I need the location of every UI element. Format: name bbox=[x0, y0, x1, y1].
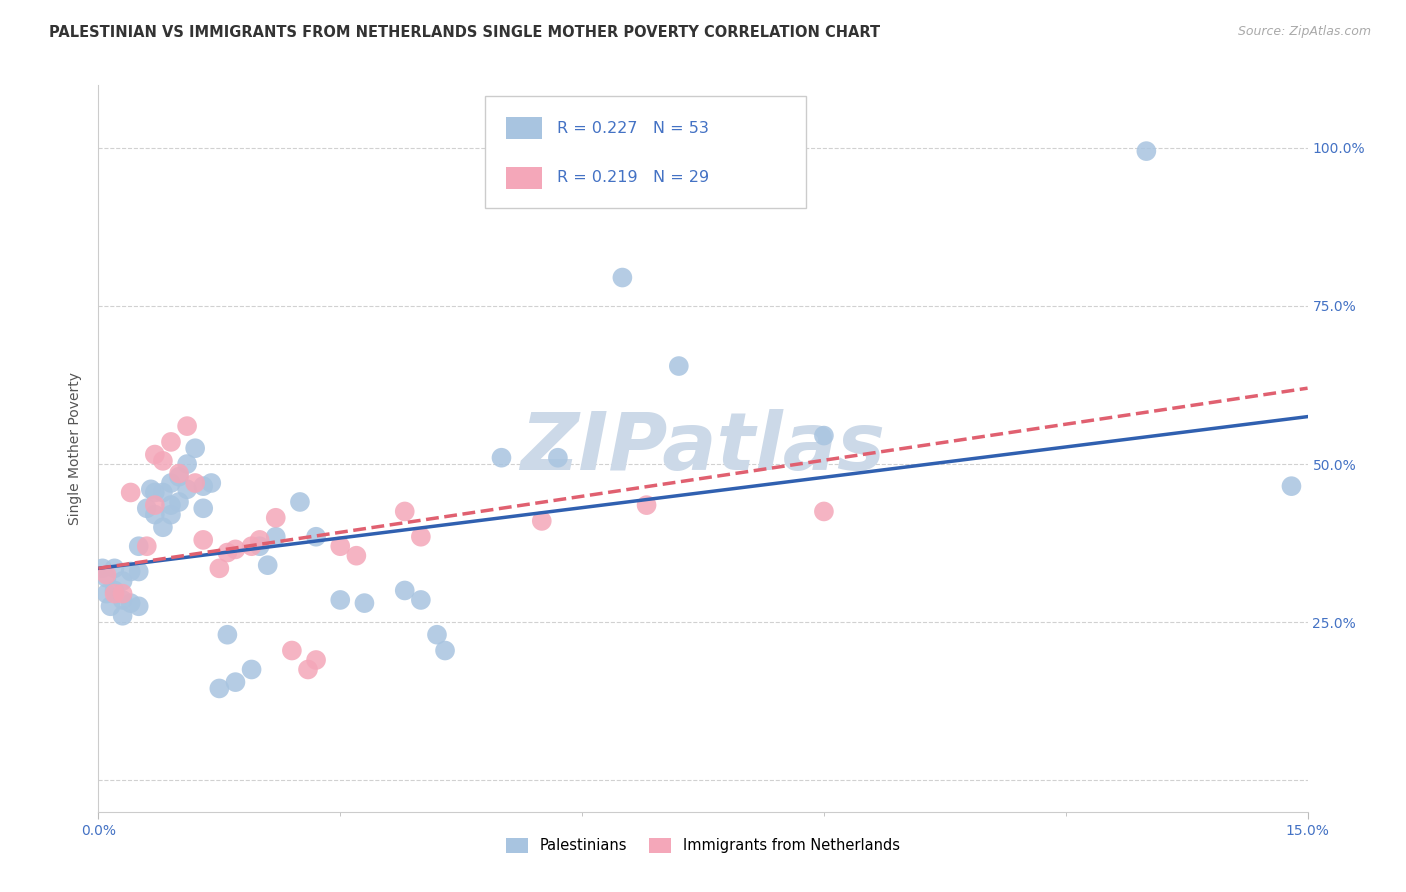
Point bbox=[547, 450, 569, 465]
Point bbox=[167, 467, 190, 481]
FancyBboxPatch shape bbox=[485, 95, 806, 209]
Point bbox=[240, 663, 263, 677]
Point bbox=[152, 520, 174, 534]
Point bbox=[139, 483, 162, 497]
Point bbox=[143, 448, 166, 462]
Point bbox=[152, 454, 174, 468]
Point bbox=[813, 504, 835, 518]
Y-axis label: Single Mother Poverty: Single Mother Poverty bbox=[69, 372, 83, 524]
Point bbox=[394, 504, 416, 518]
Point bbox=[344, 549, 367, 563]
Point bbox=[91, 561, 114, 575]
Point bbox=[160, 498, 183, 512]
Point bbox=[143, 508, 166, 522]
Point bbox=[217, 545, 239, 559]
Point bbox=[249, 533, 271, 547]
Point bbox=[329, 539, 352, 553]
Point bbox=[256, 558, 278, 573]
Point bbox=[135, 501, 157, 516]
Point bbox=[96, 567, 118, 582]
Point bbox=[193, 501, 215, 516]
Point bbox=[281, 643, 304, 657]
Point bbox=[491, 450, 513, 465]
Legend: Palestinians, Immigrants from Netherlands: Palestinians, Immigrants from Netherland… bbox=[501, 832, 905, 859]
Point bbox=[120, 565, 142, 579]
Point bbox=[143, 498, 166, 512]
Point bbox=[152, 485, 174, 500]
Point bbox=[176, 419, 198, 434]
Point bbox=[143, 485, 166, 500]
Point bbox=[111, 574, 134, 588]
Point bbox=[200, 475, 222, 490]
Point bbox=[111, 587, 134, 601]
Point bbox=[612, 270, 634, 285]
Point bbox=[135, 539, 157, 553]
Point bbox=[530, 514, 553, 528]
Point bbox=[128, 599, 150, 614]
Point bbox=[96, 587, 118, 601]
Point bbox=[128, 565, 150, 579]
Point bbox=[111, 608, 134, 623]
Point bbox=[813, 428, 835, 442]
Point bbox=[160, 508, 183, 522]
Point bbox=[160, 434, 183, 449]
Point bbox=[288, 495, 311, 509]
Point bbox=[193, 479, 215, 493]
Point bbox=[1135, 144, 1157, 158]
Point bbox=[208, 681, 231, 696]
Point bbox=[249, 539, 271, 553]
Text: R = 0.219   N = 29: R = 0.219 N = 29 bbox=[557, 170, 709, 186]
Point bbox=[224, 675, 246, 690]
Point bbox=[176, 483, 198, 497]
Point bbox=[426, 628, 449, 642]
Point bbox=[668, 359, 690, 373]
Point bbox=[103, 583, 125, 598]
Bar bbox=[506, 118, 543, 139]
Text: Source: ZipAtlas.com: Source: ZipAtlas.com bbox=[1237, 25, 1371, 38]
Point bbox=[394, 583, 416, 598]
Point bbox=[193, 533, 215, 547]
Point bbox=[409, 530, 432, 544]
Bar bbox=[506, 167, 543, 189]
Point bbox=[176, 457, 198, 471]
Point bbox=[111, 593, 134, 607]
Point bbox=[120, 485, 142, 500]
Point bbox=[305, 530, 328, 544]
Point bbox=[1281, 479, 1303, 493]
Point bbox=[224, 542, 246, 557]
Point bbox=[128, 539, 150, 553]
Text: ZIPatlas: ZIPatlas bbox=[520, 409, 886, 487]
Point bbox=[120, 596, 142, 610]
Point bbox=[409, 593, 432, 607]
Point bbox=[96, 571, 118, 585]
Point bbox=[103, 561, 125, 575]
Point bbox=[167, 469, 190, 483]
Point bbox=[167, 495, 190, 509]
Point bbox=[636, 498, 658, 512]
Point bbox=[353, 596, 375, 610]
Point bbox=[100, 599, 122, 614]
Point bbox=[184, 442, 207, 456]
Text: R = 0.227   N = 53: R = 0.227 N = 53 bbox=[557, 120, 709, 136]
Point bbox=[184, 475, 207, 490]
Text: PALESTINIAN VS IMMIGRANTS FROM NETHERLANDS SINGLE MOTHER POVERTY CORRELATION CHA: PALESTINIAN VS IMMIGRANTS FROM NETHERLAN… bbox=[49, 25, 880, 40]
Point bbox=[208, 561, 231, 575]
Point bbox=[305, 653, 328, 667]
Point bbox=[103, 587, 125, 601]
Point bbox=[434, 643, 457, 657]
Point bbox=[329, 593, 352, 607]
Point bbox=[264, 510, 287, 524]
Point bbox=[217, 628, 239, 642]
Point bbox=[297, 663, 319, 677]
Point bbox=[160, 475, 183, 490]
Point bbox=[264, 530, 287, 544]
Point bbox=[240, 539, 263, 553]
